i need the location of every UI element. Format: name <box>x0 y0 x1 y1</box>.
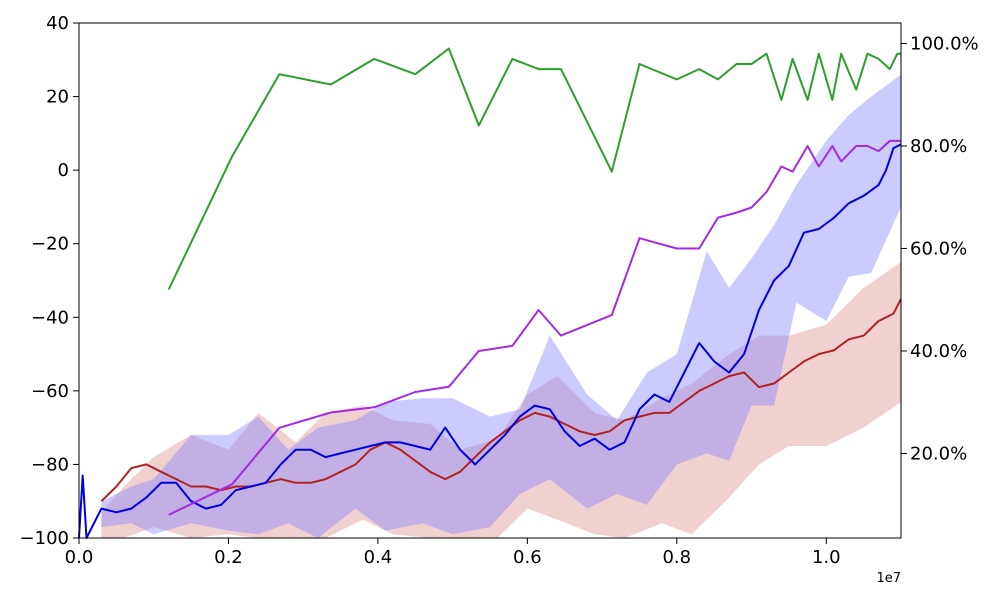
x-tick-label: 0.2 <box>214 547 243 568</box>
plot-frame <box>78 22 902 539</box>
series-lines <box>78 47 902 539</box>
x-tick-label: 0.8 <box>662 547 691 568</box>
x-tick-label: 0.0 <box>65 547 94 568</box>
x-tick-label: 0.6 <box>513 547 542 568</box>
series-line-1 <box>100 298 902 502</box>
y-tick-label: −40 <box>31 307 69 328</box>
y-tick-label: 20 <box>46 87 69 108</box>
series-line-4 <box>168 139 901 516</box>
y2-tick-label: 20.0% <box>910 443 967 464</box>
y-tick-label: −60 <box>31 381 69 402</box>
x-tick-label: 1.0 <box>812 547 841 568</box>
y2-tick-label: 40.0% <box>910 341 967 362</box>
series-line-2 <box>78 143 902 539</box>
y-tick-label: −100 <box>20 528 69 549</box>
x-tick-label: 0.4 <box>364 547 393 568</box>
y-axis-right: 20.0% 40.0% 60.0% 80.0% 100.0% <box>901 33 979 464</box>
y-axis-left: −100 −80 −60 −40 −20 0 20 40 <box>20 13 79 549</box>
confidence-band-2 <box>101 74 901 538</box>
y-tick-label: −80 <box>31 454 69 475</box>
x-axis: 0.0 0.2 0.4 0.6 0.8 1.0 <box>65 538 841 568</box>
y-tick-label: 0 <box>58 160 69 181</box>
y2-tick-label: 60.0% <box>910 238 967 259</box>
x-axis-scale-label: 1e7 <box>876 571 901 586</box>
y2-tick-label: 80.0% <box>910 136 967 157</box>
confidence-bands <box>101 74 901 538</box>
y-tick-label: −20 <box>31 234 69 255</box>
y2-tick-label: 100.0% <box>910 33 979 54</box>
series-line-3 <box>167 47 901 290</box>
confidence-band-1 <box>101 262 901 538</box>
y-tick-label: 40 <box>46 13 69 34</box>
